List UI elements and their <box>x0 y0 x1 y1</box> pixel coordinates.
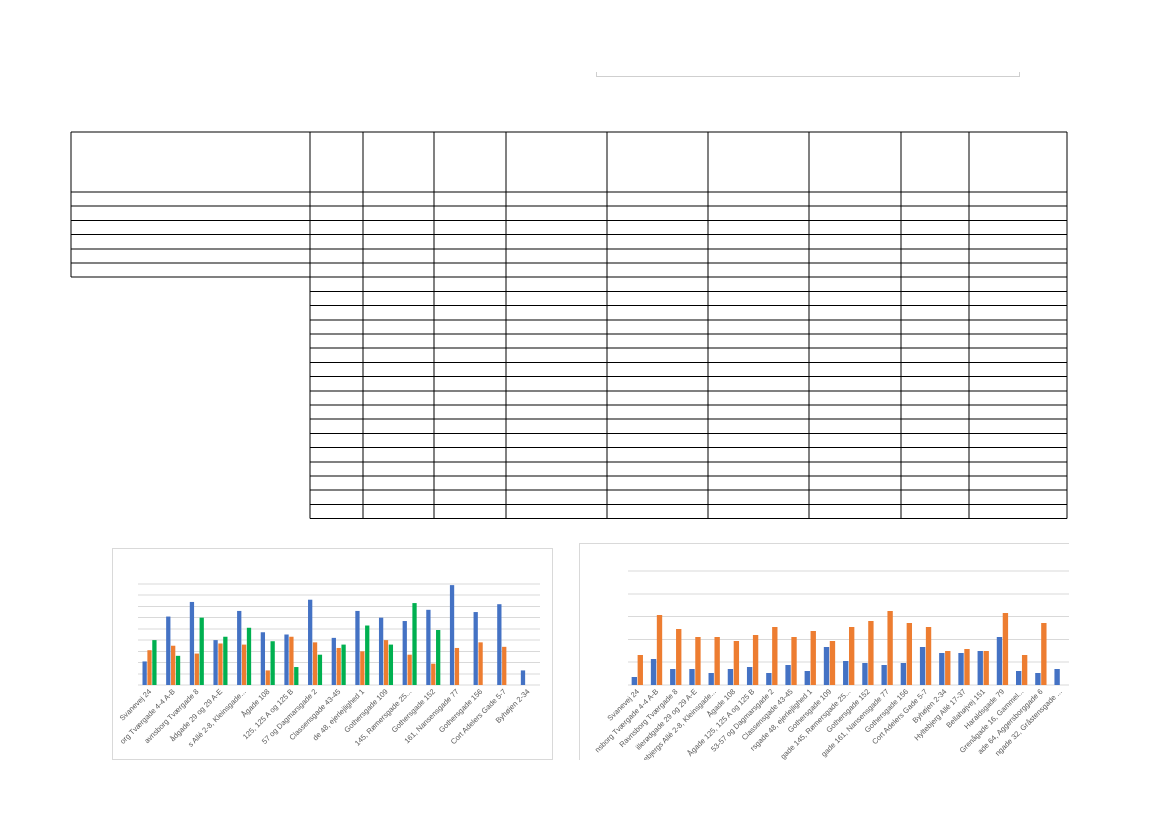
bar-series-2-15[interactable] <box>906 623 913 685</box>
bar-series-1-17[interactable] <box>939 653 945 685</box>
bar-series-1-12[interactable] <box>402 621 407 685</box>
bar-series-2-16[interactable] <box>925 627 932 685</box>
bar-chart-1[interactable]: Svanevej 24 org Tværgade 4-4 A-B avnsborg … <box>112 548 553 760</box>
bar-series-2-5[interactable] <box>714 637 720 685</box>
bar-series-1-23[interactable] <box>1054 669 1060 685</box>
bar-series-3-5[interactable] <box>246 627 252 685</box>
bar-series-2-1[interactable] <box>147 650 152 685</box>
bar-series-2-18[interactable] <box>964 649 970 685</box>
bar-series-1-12[interactable] <box>843 661 849 685</box>
bar-series-3-7[interactable] <box>294 667 299 685</box>
bar-series-1-6[interactable] <box>727 669 734 685</box>
bar-series-1-9[interactable] <box>785 665 791 685</box>
bar-series-2-10[interactable] <box>360 651 365 685</box>
bar-series-3-11[interactable] <box>388 644 394 685</box>
bar-series-2-17[interactable] <box>945 651 951 685</box>
bar-series-2-19[interactable] <box>983 651 989 685</box>
empty-text-box <box>596 72 1020 77</box>
bar-series-3-10[interactable] <box>365 625 370 685</box>
bar-series-2-5[interactable] <box>241 644 247 685</box>
bar-series-1-1[interactable] <box>142 661 147 685</box>
bar-series-1-16[interactable] <box>919 647 926 685</box>
bar-series-2-21[interactable] <box>1021 655 1028 685</box>
bar-series-2-20[interactable] <box>1002 613 1009 685</box>
bar-series-2-14[interactable] <box>454 647 460 685</box>
bar-series-1-8[interactable] <box>308 599 313 685</box>
bar-series-2-16[interactable] <box>502 646 507 685</box>
bar-series-1-15[interactable] <box>900 663 907 685</box>
bar-series-1-7[interactable] <box>284 634 289 686</box>
bar-series-1-13[interactable] <box>862 663 868 685</box>
bar-series-3-2[interactable] <box>175 655 181 685</box>
bar-series-3-13[interactable] <box>436 630 441 685</box>
bar-series-1-18[interactable] <box>958 653 964 685</box>
bar-series-2-10[interactable] <box>810 631 816 685</box>
bar-series-1-3[interactable] <box>670 669 676 685</box>
bar-chart-2[interactable]: Svanevej 24 nsborg Tværgade 4-4 A-B Ravnsb… <box>579 543 1069 760</box>
bar-series-1-17[interactable] <box>520 670 526 685</box>
bar-series-2-7[interactable] <box>289 636 294 685</box>
bar-series-1-11[interactable] <box>378 617 384 685</box>
bar-series-1-3[interactable] <box>189 601 195 685</box>
bar-series-2-9[interactable] <box>791 637 797 685</box>
bar-series-2-15[interactable] <box>478 642 483 685</box>
bar-series-1-4[interactable] <box>213 640 218 685</box>
bar-series-2-14[interactable] <box>887 611 893 685</box>
bar-series-2-12[interactable] <box>849 627 855 685</box>
bar-series-2-11[interactable] <box>829 641 836 685</box>
bar-series-1-2[interactable] <box>166 616 171 685</box>
bar-series-1-2[interactable] <box>650 659 657 685</box>
bar-series-1-9[interactable] <box>331 637 336 685</box>
bar-series-3-6[interactable] <box>270 641 275 685</box>
bar-series-2-12[interactable] <box>407 654 412 685</box>
bar-series-1-5[interactable] <box>237 610 242 685</box>
bar-series-2-13[interactable] <box>431 663 436 685</box>
bar-series-2-4[interactable] <box>695 637 701 685</box>
bar-series-1-15[interactable] <box>473 612 478 685</box>
bar-series-2-9[interactable] <box>336 647 341 685</box>
bar-series-2-3[interactable] <box>676 629 682 685</box>
bar-series-3-8[interactable] <box>317 654 323 685</box>
bar-series-2-8[interactable] <box>772 627 778 685</box>
bar-series-2-11[interactable] <box>383 640 389 685</box>
bar-series-2-3[interactable] <box>194 653 199 685</box>
bar-series-3-9[interactable] <box>341 644 346 685</box>
bar-series-1-16[interactable] <box>497 604 502 685</box>
bar-series-2-2[interactable] <box>171 645 176 685</box>
bar-series-1-14[interactable] <box>881 665 887 685</box>
bar-series-3-1[interactable] <box>152 640 157 685</box>
bar-series-2-7[interactable] <box>752 635 759 685</box>
bar-series-2-22[interactable] <box>1041 623 1047 685</box>
bar-series-2-8[interactable] <box>312 642 318 685</box>
bar-series-1-11[interactable] <box>823 647 830 685</box>
bar-series-1-6[interactable] <box>260 632 266 685</box>
bar-series-1-5[interactable] <box>708 673 714 685</box>
bar-series-2-4[interactable] <box>218 643 223 685</box>
bar-series-1-1[interactable] <box>631 677 638 685</box>
bar-series-1-10[interactable] <box>355 610 360 685</box>
bar-series-3-12[interactable] <box>412 603 417 685</box>
bar-series-1-7[interactable] <box>746 667 753 685</box>
bar-series-3-4[interactable] <box>223 636 228 685</box>
empty-spreadsheet-table <box>70 131 1068 520</box>
bar-series-1-19[interactable] <box>977 651 983 685</box>
bar-series-1-13[interactable] <box>426 609 431 685</box>
bar-series-1-14[interactable] <box>449 585 455 685</box>
bar-series-1-8[interactable] <box>766 673 772 685</box>
bar-series-1-21[interactable] <box>1015 671 1022 685</box>
bar-series-1-20[interactable] <box>996 637 1003 685</box>
bar-series-2-1[interactable] <box>637 655 643 685</box>
bar-series-2-2[interactable] <box>656 615 663 685</box>
bar-series-2-6[interactable] <box>265 670 270 685</box>
bar-series-1-22[interactable] <box>1035 673 1041 685</box>
bar-series-1-4[interactable] <box>689 669 695 685</box>
bar-series-2-6[interactable] <box>733 641 740 685</box>
bar-series-2-13[interactable] <box>868 621 874 685</box>
bar-series-3-3[interactable] <box>199 617 204 685</box>
bar-series-1-10[interactable] <box>804 671 810 685</box>
